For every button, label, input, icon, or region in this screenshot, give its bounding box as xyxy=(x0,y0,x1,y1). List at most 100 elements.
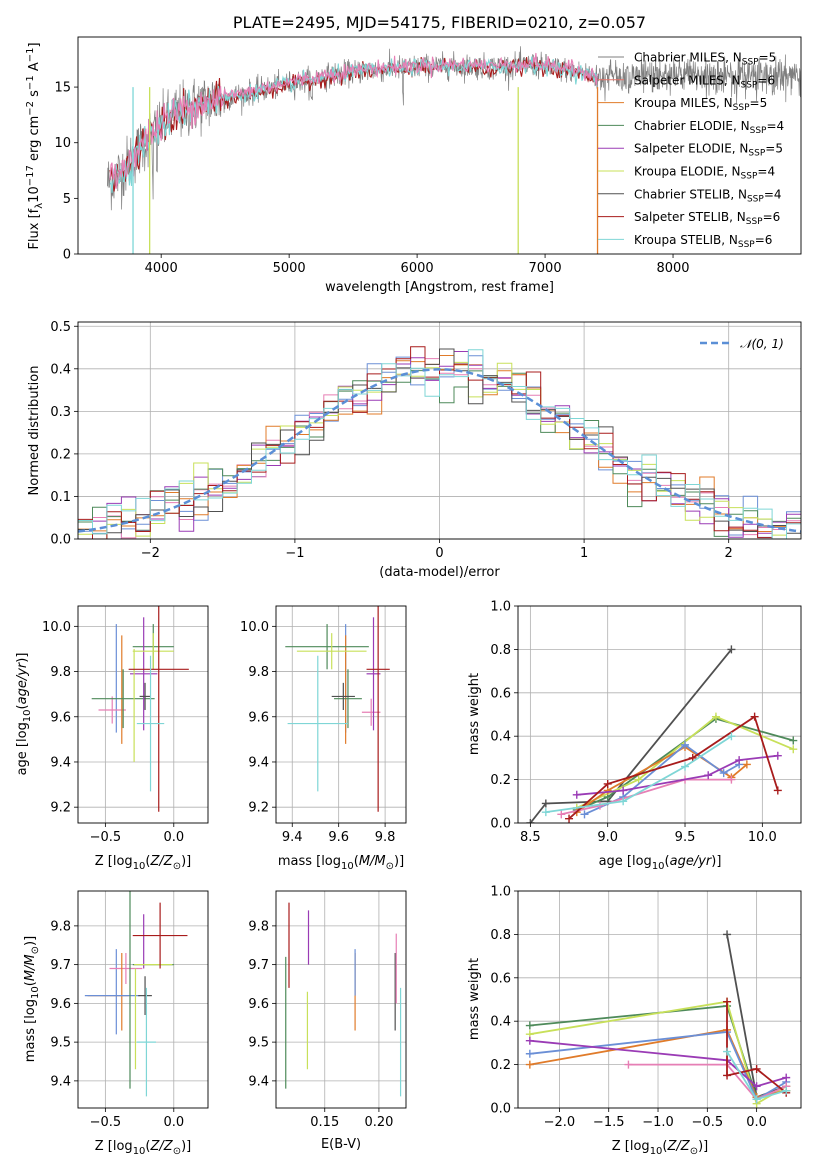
y-axis-label: Flux [fλ10−17 erg cm−2 s−1 A−1] xyxy=(25,42,45,249)
ytick-label: 0.0 xyxy=(50,533,71,548)
label-part: age [log xyxy=(15,722,30,775)
label-part: Z [log xyxy=(95,1139,133,1154)
y-axis-label: mass weight xyxy=(467,958,482,1040)
label-part: ( xyxy=(145,1139,150,1154)
legend-label: Chabrier MILES, NSSP=5 xyxy=(634,51,776,68)
legend-text: Chabrier ELODIE, N xyxy=(634,119,750,133)
plot-area-age_vs_mass xyxy=(285,606,390,812)
ytick-label: 5 xyxy=(63,192,71,207)
weight-point xyxy=(565,814,574,823)
xtick-label: 9.0 xyxy=(597,830,618,845)
weight-point xyxy=(782,1086,791,1095)
weight-point xyxy=(619,797,628,806)
ytick-label: 9.4 xyxy=(248,1074,269,1089)
y-label-part: −17 xyxy=(25,165,36,186)
ytick-label: 9.7 xyxy=(50,958,71,973)
panel-age_vs_Z: −0.5 0.09.29.49.69.810.0Z [log10(Z/Z⊙)]ag… xyxy=(15,605,209,872)
label-part: ⊙ xyxy=(690,1146,698,1157)
ytick-label: 9.2 xyxy=(248,801,269,816)
xtick-label: 0.15 xyxy=(310,1115,339,1130)
x-axis-label: (data-model)/error xyxy=(379,565,500,580)
legend-text: Salpeter STELIB, N xyxy=(634,210,746,224)
x-axis-label: age [log10(age/yr)] xyxy=(599,854,722,872)
ytick-label: 0.6 xyxy=(490,971,511,986)
label-part: )] xyxy=(23,936,38,946)
xtick-label: −1.5 xyxy=(593,1115,625,1130)
xtick-label: 2 xyxy=(725,546,733,561)
model-spectrum-line xyxy=(109,56,598,192)
weight-point xyxy=(603,779,612,788)
label-part: Z [log xyxy=(95,854,133,869)
xtick-label: −0.5 xyxy=(692,1115,724,1130)
xtick-label: 0.0 xyxy=(746,1115,767,1130)
xtick-label: 0.0 xyxy=(163,1115,184,1130)
label-part: ( xyxy=(145,854,150,869)
label-part: Z/Z xyxy=(667,1139,691,1154)
plot-area-weight_vs_Z xyxy=(525,930,791,1108)
weight-point xyxy=(789,736,798,745)
label-part: age/yr xyxy=(15,661,30,704)
legend-val: =4 xyxy=(764,187,782,201)
xtick-label: 6000 xyxy=(401,261,434,276)
xtick-label: −0.5 xyxy=(90,830,122,845)
legend-label: Chabrier STELIB, NSSP=4 xyxy=(634,187,782,204)
x-axis-label: mass [log10(M/M⊙)] xyxy=(278,854,404,872)
weight-point xyxy=(789,745,798,754)
weight-series-line xyxy=(529,648,733,823)
y-label-part: −1 xyxy=(25,75,36,90)
legend-text: Salpeter ELODIE, N xyxy=(634,142,748,156)
legend-val: =5 xyxy=(765,142,783,156)
axes-frame xyxy=(77,890,209,1109)
ytick-label: 0.0 xyxy=(490,817,511,832)
xtick-label: 0.20 xyxy=(364,1115,393,1130)
legend-sub: SSP xyxy=(748,149,765,159)
weight-point xyxy=(723,997,732,1006)
xtick-label: 8.5 xyxy=(520,830,541,845)
weight-point xyxy=(742,760,751,769)
x-axis-label: Z [log10(Z/Z⊙)] xyxy=(95,854,192,872)
ytick-label: 0.4 xyxy=(490,1015,511,1030)
weight-point xyxy=(634,775,643,784)
panel-weight_vs_age: 8.5 9.0 9.5 10.0 0.0 0.2 0.4 0.6 0.8 1.0 age [log1… xyxy=(467,600,802,872)
weight-point xyxy=(525,1021,534,1030)
weight-series-line xyxy=(628,1063,787,1101)
ytick-label: 15 xyxy=(54,81,71,96)
label-part: M/M xyxy=(359,854,386,869)
legend-val: =6 xyxy=(755,233,773,247)
xtick-label: 4000 xyxy=(145,261,178,276)
legend-sub: SSP xyxy=(750,126,767,136)
label-part: mass [log xyxy=(23,999,38,1062)
label-part: mass [log xyxy=(278,854,341,869)
weight-point xyxy=(681,740,690,749)
legend-val: =6 xyxy=(757,73,775,87)
ytick-label: 1.0 xyxy=(490,600,511,615)
label-part: )] xyxy=(15,653,30,663)
xtick-label: 9.6 xyxy=(328,830,349,845)
legend-val: =5 xyxy=(750,96,768,110)
weight-point xyxy=(752,1064,761,1073)
ytick-label: 0.8 xyxy=(490,928,511,943)
y-label-part: −2 xyxy=(25,101,36,116)
legend-label: Chabrier ELODIE, NSSP=4 xyxy=(634,119,784,136)
weight-point xyxy=(541,808,550,817)
legend-label: 𝒩(0, 1) xyxy=(740,337,784,351)
label-part: 10 xyxy=(652,861,665,872)
plot-area-age_vs_Z xyxy=(91,606,189,812)
label-part: ⊙ xyxy=(30,946,41,954)
ytick-label: 0.5 xyxy=(50,320,71,335)
histogram-step xyxy=(78,348,801,535)
label-part: )] xyxy=(181,854,191,869)
ytick-label: 0.3 xyxy=(50,405,71,420)
label-part: 10 xyxy=(650,1146,663,1157)
legend-text: Chabrier MILES, N xyxy=(634,51,742,65)
label-part: 10 xyxy=(341,861,354,872)
ytick-label: 9.6 xyxy=(50,997,71,1012)
xtick-label: 0 xyxy=(435,546,443,561)
legend-sub: SSP xyxy=(741,172,758,182)
ytick-label: 10.0 xyxy=(240,620,269,635)
label-part: age/yr xyxy=(670,854,713,869)
ytick-label: 0.1 xyxy=(50,490,71,505)
label-part: ⊙ xyxy=(173,861,181,872)
legend-sub: SSP xyxy=(747,194,764,204)
